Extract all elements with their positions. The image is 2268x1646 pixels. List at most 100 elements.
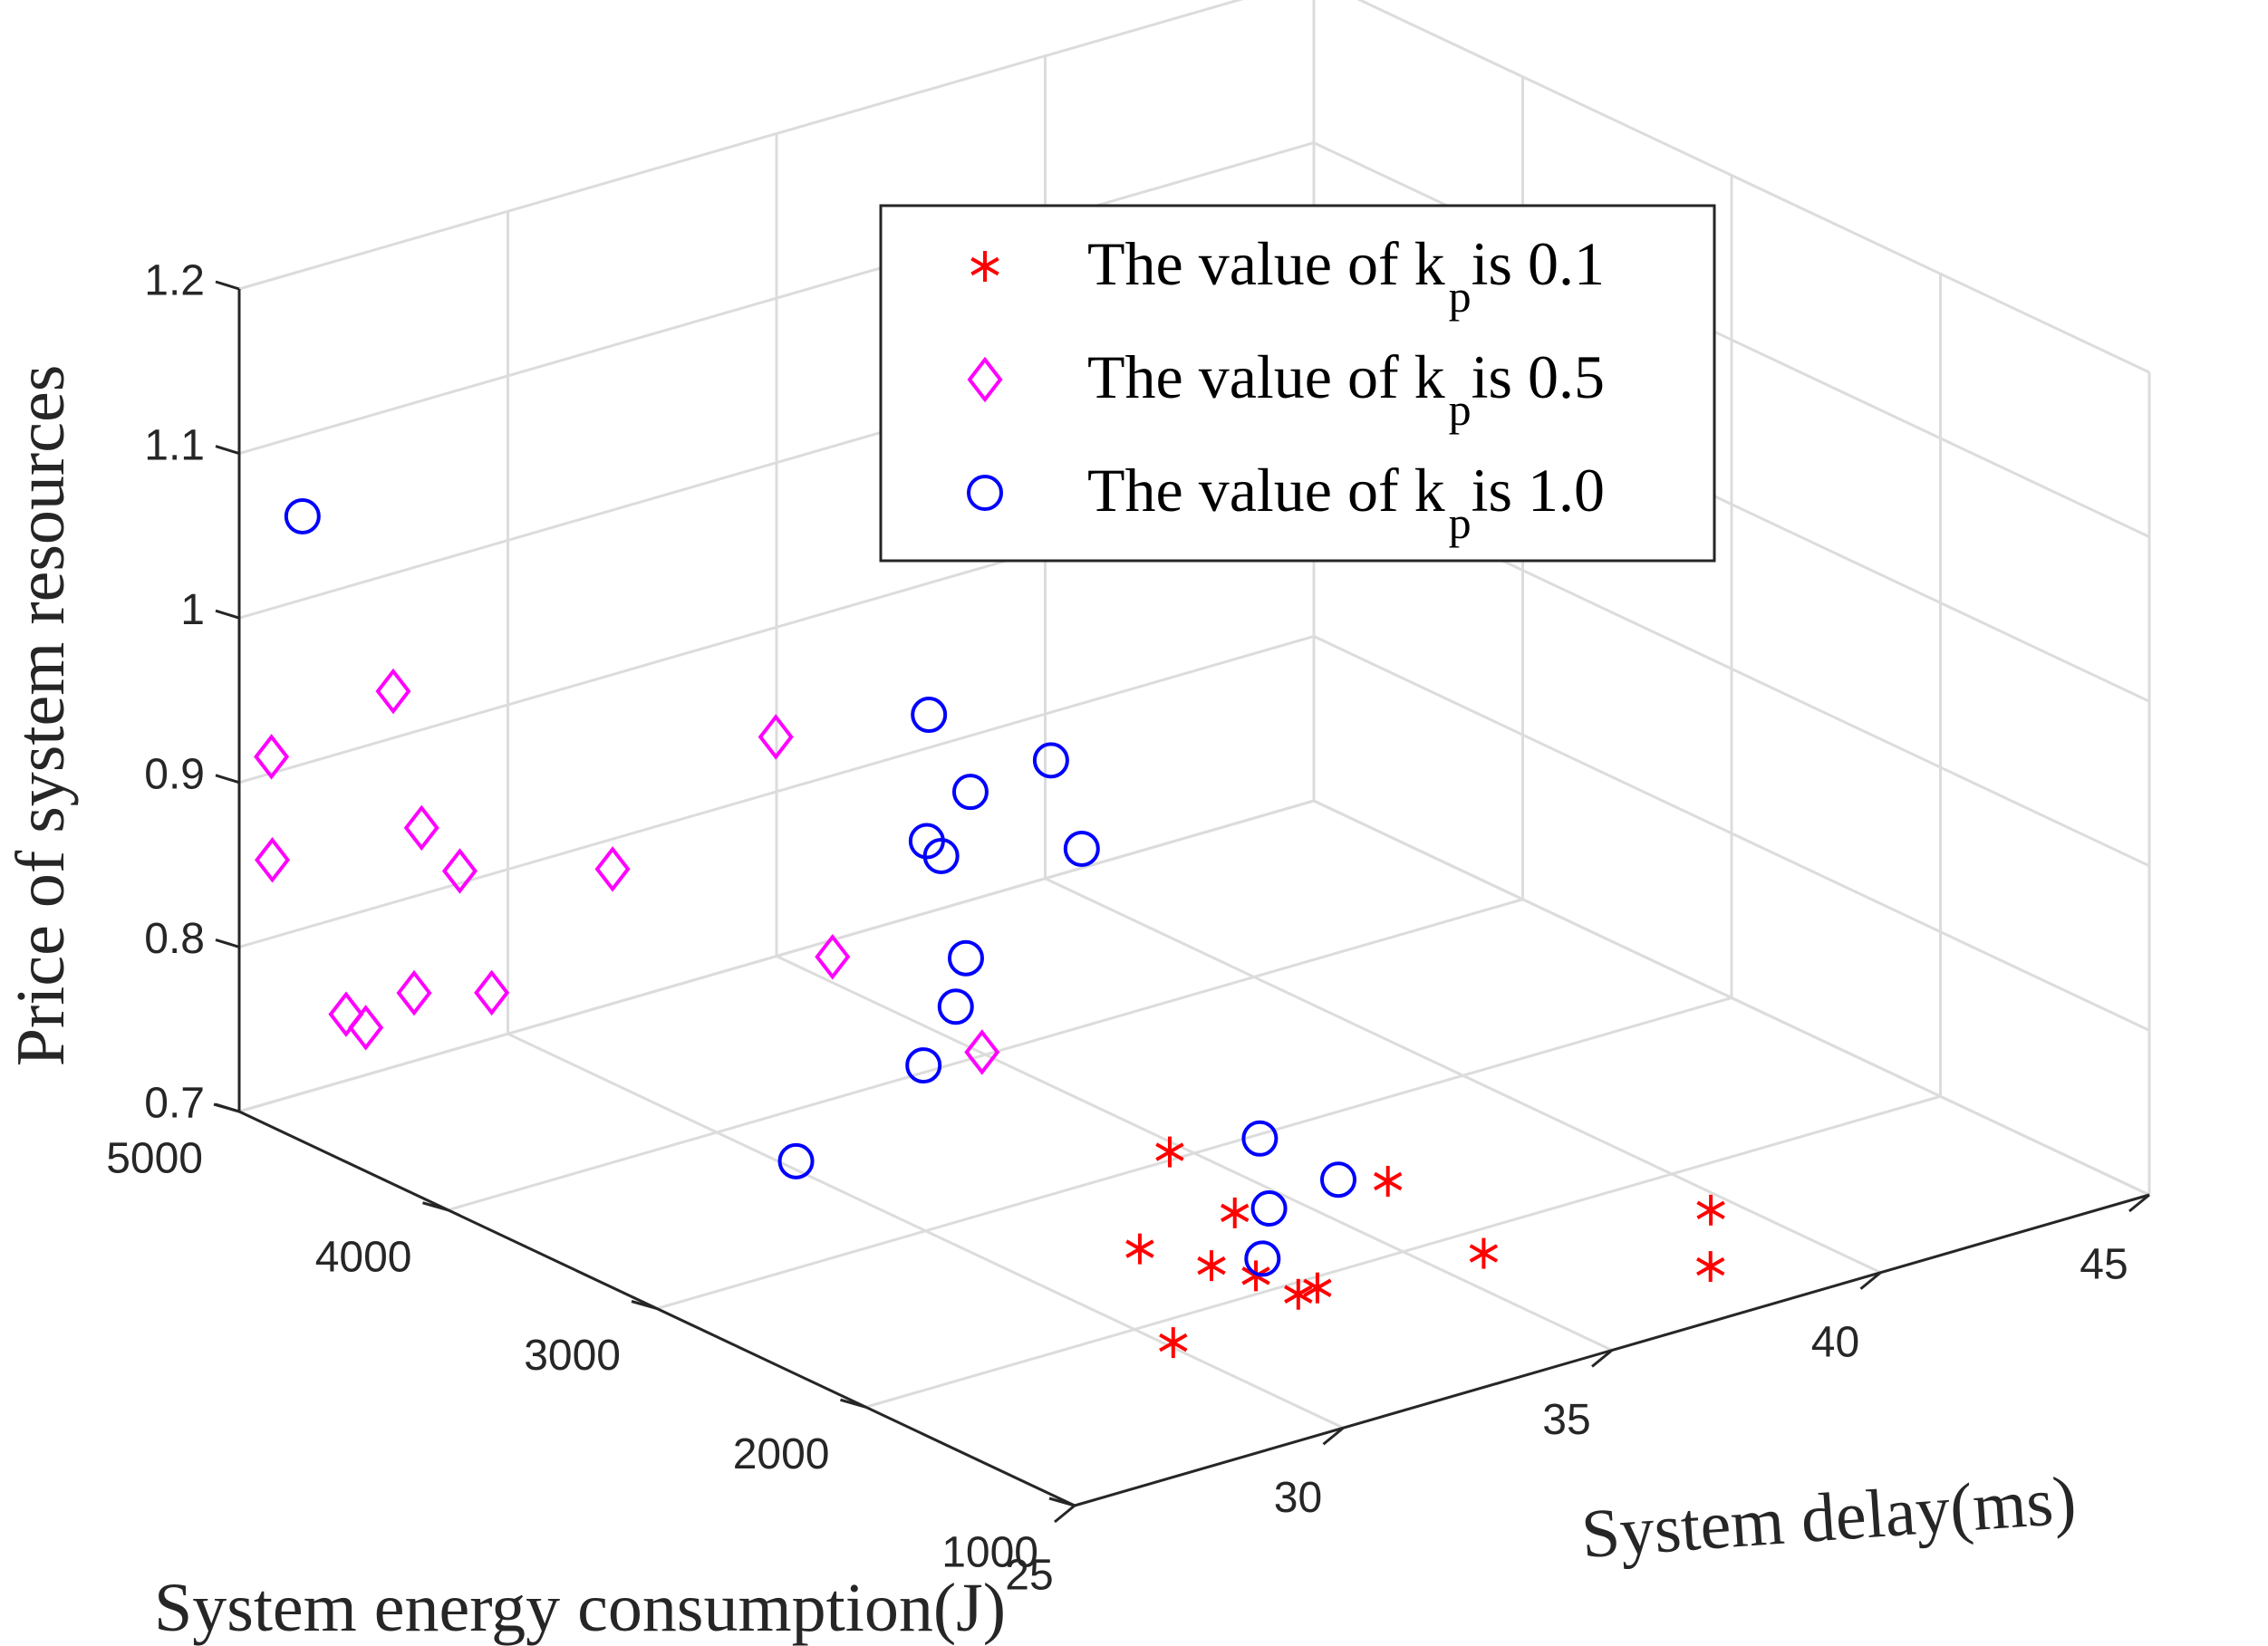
asterisk-marker — [1159, 1327, 1188, 1359]
legend-label-subscript: p — [1449, 271, 1472, 322]
legend-label-suffix: is 1.0 — [1472, 456, 1605, 525]
asterisk-marker — [1125, 1233, 1154, 1265]
circle-marker — [1320, 1161, 1357, 1198]
x-tick-label: 35 — [1542, 1396, 1590, 1444]
diamond-marker — [815, 933, 851, 980]
circle-marker — [908, 823, 945, 860]
x-axis-title: System delay(ms) — [1579, 1462, 2079, 1573]
circle-marker — [1063, 830, 1100, 867]
diamond-marker — [474, 969, 510, 1016]
z-tick-mark — [215, 774, 240, 784]
asterisk-marker — [1197, 1250, 1226, 1282]
circle-marker — [1250, 1190, 1288, 1227]
legend-label-suffix: is 0.5 — [1472, 342, 1605, 411]
y-axis-title: System energy consumption(J) — [154, 1570, 1006, 1646]
grid-line-floor-y — [865, 1094, 1941, 1409]
y-tick-mark — [840, 1398, 866, 1409]
x-tick-label: 25 — [1005, 1552, 1053, 1600]
circle-marker — [905, 1047, 942, 1084]
diamond-marker — [964, 1029, 1000, 1075]
asterisk-marker — [1303, 1272, 1332, 1304]
z-tick-label: 0.8 — [144, 915, 205, 963]
legend-label-subscript: p — [1449, 384, 1472, 435]
y-tick-label: 4000 — [315, 1233, 412, 1281]
circle-marker — [937, 988, 974, 1025]
z-tick-mark — [215, 445, 240, 456]
grid-line-side-z — [1313, 635, 2150, 1032]
diamond-marker — [328, 991, 364, 1037]
z-tick-label: 1.2 — [144, 257, 205, 305]
legend-label-suffix: is 0.1 — [1472, 229, 1605, 298]
z-tick-mark — [215, 280, 240, 291]
grid-line-floor-y — [656, 996, 1732, 1310]
legend-box — [879, 204, 1716, 563]
y-tick-mark — [631, 1300, 658, 1310]
asterisk-marker — [1284, 1278, 1313, 1310]
y-tick-label: 5000 — [106, 1135, 203, 1183]
z-tick-mark — [215, 938, 240, 948]
legend-label-prefix: The value of k — [1087, 229, 1445, 298]
grid-line-wall-z — [238, 0, 1244, 291]
diamond-marker — [254, 734, 290, 780]
circle-marker — [911, 697, 948, 734]
tick-labels: 25 30 35 40 45 1000 2000 3000 4000 5000 0.7 0.8 0.9 1… — [106, 257, 2128, 1600]
z-tick-label: 1.1 — [144, 421, 205, 469]
circle-marker — [967, 475, 1003, 511]
asterisk-marker — [1696, 1194, 1725, 1226]
circle-marker — [947, 939, 984, 977]
series-0 — [1125, 1136, 1725, 1359]
asterisk-marker — [1696, 1251, 1725, 1283]
axis-lines — [213, 280, 2150, 1524]
y-tick-label: 2000 — [733, 1430, 830, 1478]
circle-marker — [1241, 1120, 1279, 1157]
diamond-marker — [403, 804, 439, 852]
z-tick-mark — [215, 609, 240, 620]
z-axis-title: Price of system resources — [3, 365, 79, 1067]
diamond-marker — [594, 846, 631, 892]
z-tick-label: 0.9 — [144, 750, 205, 798]
grid-line-side-z — [1313, 799, 2150, 1197]
grid-line-wall-z — [238, 634, 1315, 948]
x-tick-mark — [1322, 1427, 1345, 1446]
x-tick-mark — [1591, 1349, 1613, 1368]
x-tick-mark — [2128, 1193, 2150, 1213]
x-tick-mark — [1859, 1271, 1882, 1290]
grid-line-floor-y — [448, 898, 1523, 1212]
z-tick-label: 0.7 — [144, 1080, 205, 1128]
y-tick-label: 1000 — [941, 1529, 1038, 1577]
y-tick-label: 3000 — [524, 1332, 621, 1380]
y-tick-mark — [1048, 1497, 1076, 1507]
grid-line-wall-z — [238, 799, 1315, 1113]
diamond-marker — [255, 837, 291, 883]
circle-marker — [951, 774, 989, 811]
asterisk-marker — [1155, 1136, 1184, 1168]
legend-label-subscript: p — [1449, 497, 1472, 548]
asterisk-marker — [1469, 1237, 1499, 1269]
legend-label-prefix: The value of k — [1087, 342, 1445, 411]
diamond-marker — [348, 1005, 384, 1051]
x-tick-mark — [1054, 1504, 1076, 1524]
asterisk-marker — [1241, 1260, 1270, 1292]
diamond-marker — [375, 668, 411, 715]
circle-marker — [777, 1142, 815, 1179]
circle-marker — [284, 497, 321, 534]
z-tick-mark — [215, 1102, 240, 1113]
circle-marker — [1244, 1240, 1281, 1277]
asterisk-marker — [1220, 1197, 1250, 1228]
grid-line-wall-z — [238, 141, 1315, 456]
x-tick-label: 30 — [1274, 1474, 1322, 1522]
diamond-marker — [967, 356, 1003, 403]
grid-line-side-z — [1356, 0, 2150, 374]
asterisk-marker — [970, 251, 999, 282]
legend-label-prefix: The value of k — [1087, 456, 1445, 525]
series-2 — [284, 497, 1357, 1277]
diamond-marker — [396, 969, 432, 1016]
x-tick-label: 40 — [1811, 1318, 1859, 1366]
asterisk-marker — [1373, 1165, 1403, 1197]
y-tick-mark — [422, 1201, 449, 1212]
